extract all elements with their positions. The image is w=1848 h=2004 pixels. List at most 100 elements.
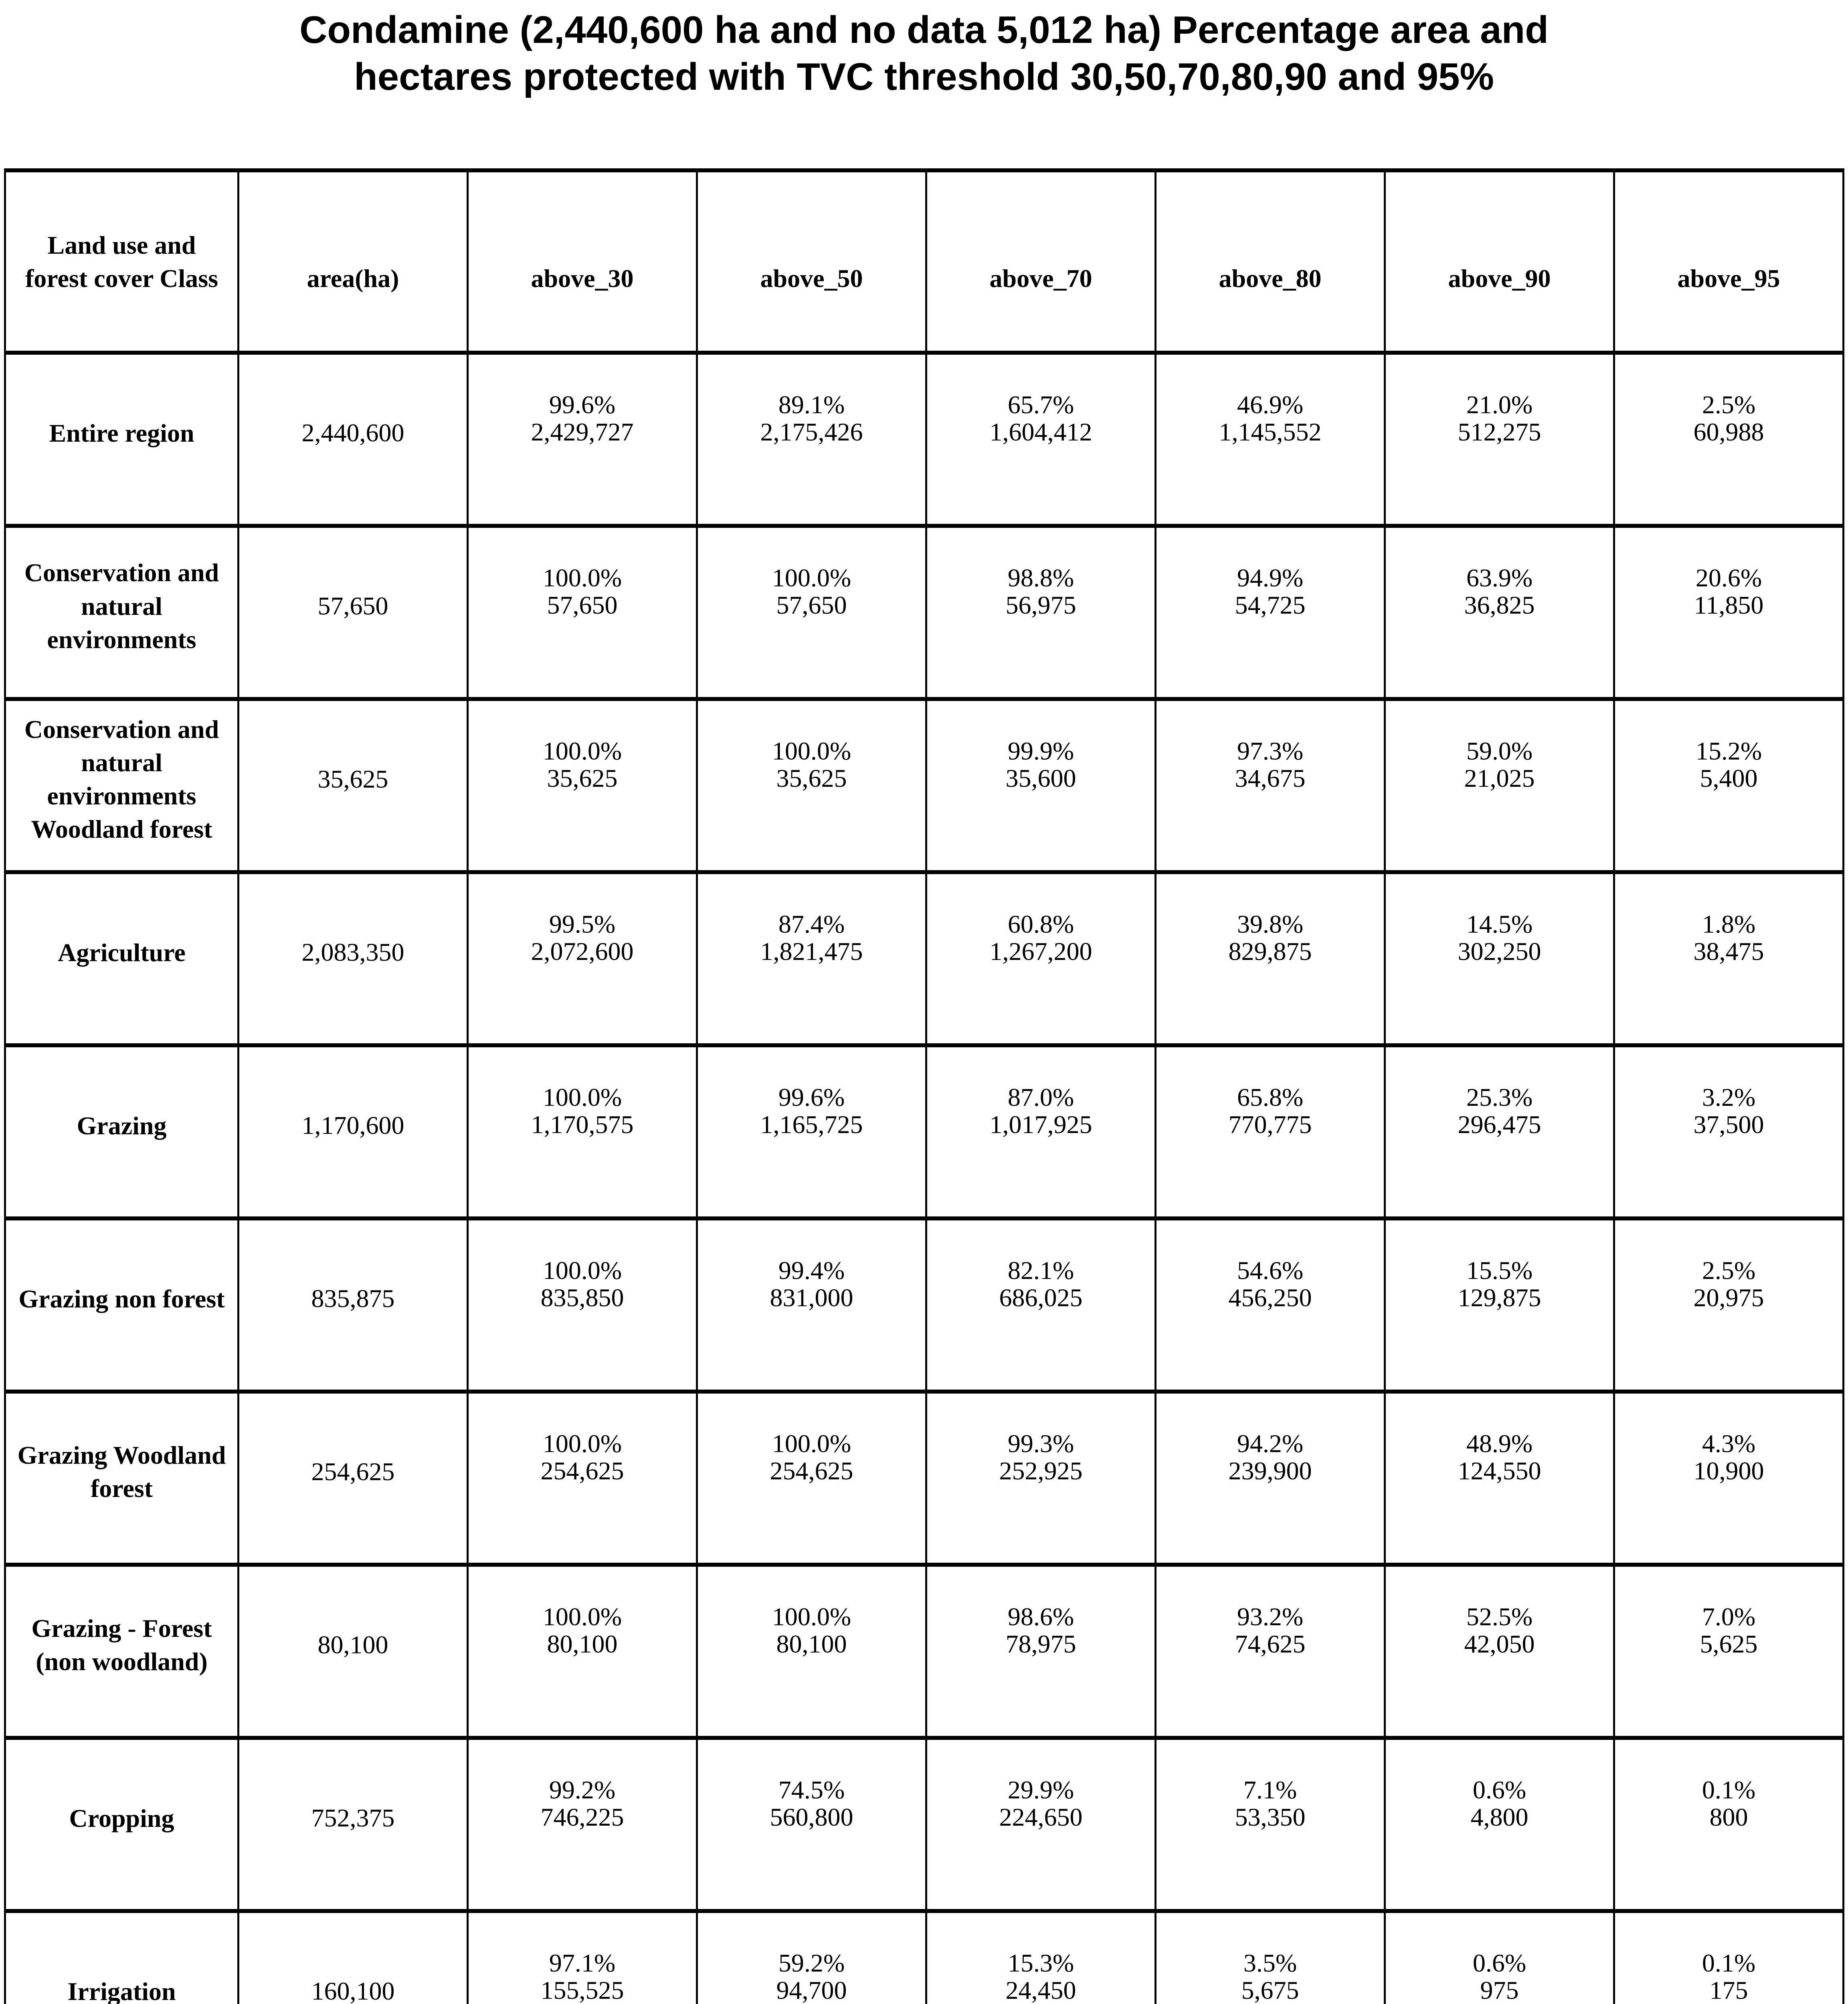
hectares-value: 11,850 xyxy=(1694,591,1764,620)
hectares-value: 831,000 xyxy=(770,1283,853,1312)
hectares-value: 20,975 xyxy=(1693,1283,1764,1312)
hectares-value: 770,775 xyxy=(1228,1110,1312,1139)
percent-value: 3.5% xyxy=(1243,1949,1297,1978)
threshold-cell: 100.0% 254,625 xyxy=(467,1390,698,1567)
percent-value: 98.6% xyxy=(1007,1602,1074,1631)
row-label: Irrigation xyxy=(67,1977,176,2004)
threshold-cell: 93.2% 74,625 xyxy=(1154,1563,1386,1740)
threshold-cell: 98.8% 56,975 xyxy=(925,524,1157,701)
threshold-cell: 100.0% 80,100 xyxy=(467,1563,698,1740)
column-header-above95: above_95 xyxy=(1613,168,1844,355)
page-title-line2: hectares protected with TVC threshold 30… xyxy=(354,55,1494,99)
threshold-cell: 25.3% 296,475 xyxy=(1384,1043,1615,1221)
threshold-cell: 82.1% 686,025 xyxy=(925,1216,1157,1394)
percent-value: 60.8% xyxy=(1007,910,1074,939)
area-cell: 160,100 xyxy=(237,1909,469,2004)
hectares-value: 560,800 xyxy=(770,1803,853,1832)
column-header-above90: above_90 xyxy=(1384,168,1615,355)
threshold-cell: 65.7% 1,604,412 xyxy=(925,351,1157,528)
column-header-label: above_70 xyxy=(989,264,1092,293)
hectares-value: 1,170,575 xyxy=(531,1110,634,1139)
hectares-value: 254,625 xyxy=(540,1457,624,1485)
row-label: Grazing non forest xyxy=(18,1284,225,1313)
hectares-value: 34,675 xyxy=(1235,764,1306,793)
hectares-value: 10,900 xyxy=(1693,1457,1764,1485)
threshold-cell: 65.8% 770,775 xyxy=(1154,1043,1386,1221)
hectares-value: 1,145,552 xyxy=(1219,418,1322,446)
percent-value: 0.1% xyxy=(1702,1949,1756,1978)
hectares-value: 4,800 xyxy=(1470,1803,1529,1832)
threshold-cell: 29.9% 224,650 xyxy=(925,1736,1157,1913)
percent-value: 99.2% xyxy=(549,1776,616,1804)
hectares-value: 254,625 xyxy=(770,1457,853,1485)
threshold-cell: 52.5% 42,050 xyxy=(1384,1563,1615,1740)
hectares-value: 54,725 xyxy=(1235,591,1306,620)
hectares-value: 24,450 xyxy=(1005,1976,1076,2004)
data-table: Land use and forest cover Class area(ha)… xyxy=(4,168,1844,2004)
column-header-label: above_95 xyxy=(1677,264,1780,293)
percent-value: 7.1% xyxy=(1243,1776,1297,1804)
area-value: 57,650 xyxy=(317,592,388,620)
percent-value: 59.0% xyxy=(1466,737,1533,766)
hectares-value: 129,875 xyxy=(1458,1283,1541,1312)
hectares-value: 38,475 xyxy=(1693,937,1764,966)
percent-value: 25.3% xyxy=(1466,1083,1533,1112)
threshold-cell: 94.2% 239,900 xyxy=(1154,1390,1386,1567)
hectares-value: 302,250 xyxy=(1458,937,1541,966)
percent-value: 98.8% xyxy=(1007,564,1074,592)
hectares-value: 239,900 xyxy=(1228,1457,1312,1485)
hectares-value: 36,825 xyxy=(1464,591,1535,620)
percent-value: 46.9% xyxy=(1237,390,1304,419)
threshold-cell: 7.1% 53,350 xyxy=(1154,1736,1386,1913)
threshold-cell: 0.1% 175 xyxy=(1613,1909,1844,2004)
percent-value: 100.0% xyxy=(772,564,851,592)
threshold-cell: 14.5% 302,250 xyxy=(1384,870,1615,1048)
percent-value: 52.5% xyxy=(1466,1602,1533,1631)
area-value: 35,625 xyxy=(317,765,388,794)
percent-value: 93.2% xyxy=(1237,1602,1304,1631)
row-label: Entire region xyxy=(49,418,194,447)
column-header-label: area(ha) xyxy=(307,264,399,293)
percent-value: 99.6% xyxy=(778,1083,845,1112)
threshold-cell: 0.1% 800 xyxy=(1613,1736,1844,1913)
percent-value: 39.8% xyxy=(1237,910,1304,939)
percent-value: 15.2% xyxy=(1695,737,1762,766)
percent-value: 3.2% xyxy=(1702,1083,1756,1112)
column-header-class: Land use and forest cover Class xyxy=(4,168,239,355)
percent-value: 48.9% xyxy=(1466,1429,1533,1458)
hectares-value: 829,875 xyxy=(1228,937,1312,966)
hectares-value: 5,675 xyxy=(1241,1976,1299,2004)
row-label: Grazing - Forest (non woodland) xyxy=(31,1614,212,1676)
percent-value: 99.4% xyxy=(778,1256,845,1285)
threshold-cell: 46.9% 1,145,552 xyxy=(1154,351,1386,528)
row-label-cell: Entire region xyxy=(4,351,239,528)
percent-value: 87.4% xyxy=(778,910,845,939)
percent-value: 97.1% xyxy=(549,1949,616,1978)
threshold-cell: 15.5% 129,875 xyxy=(1384,1216,1615,1394)
percent-value: 65.7% xyxy=(1007,390,1074,419)
table-row: Grazing 1,170,600 100.0% 1,170,575 99.6% 1,16… xyxy=(4,1043,1844,1221)
percent-value: 87.0% xyxy=(1007,1083,1074,1112)
percent-value: 14.5% xyxy=(1466,910,1533,939)
page-title-line1: Condamine (2,440,600 ha and no data 5,01… xyxy=(299,8,1549,51)
hectares-value: 1,604,412 xyxy=(989,418,1092,446)
area-value: 254,625 xyxy=(311,1457,395,1486)
threshold-cell: 100.0% 1,170,575 xyxy=(467,1043,698,1221)
threshold-cell: 74.5% 560,800 xyxy=(696,1736,927,1913)
hectares-value: 1,165,725 xyxy=(760,1110,863,1139)
area-cell: 35,625 xyxy=(237,697,469,875)
threshold-cell: 89.1% 2,175,426 xyxy=(696,351,927,528)
threshold-cell: 60.8% 1,267,200 xyxy=(925,870,1157,1048)
percent-value: 94.2% xyxy=(1237,1429,1304,1458)
row-label-cell: Conservation and natural environments Wo… xyxy=(4,697,239,875)
area-value: 80,100 xyxy=(317,1630,388,1659)
threshold-cell: 99.6% 1,165,725 xyxy=(696,1043,927,1221)
area-value: 1,170,600 xyxy=(301,1111,404,1140)
threshold-cell: 97.3% 34,675 xyxy=(1154,697,1386,875)
hectares-value: 57,650 xyxy=(547,591,618,620)
threshold-cell: 4.3% 10,900 xyxy=(1613,1390,1844,1567)
area-cell: 254,625 xyxy=(237,1390,469,1567)
threshold-cell: 63.9% 36,825 xyxy=(1384,524,1615,701)
threshold-cell: 15.3% 24,450 xyxy=(925,1909,1157,2004)
row-label-cell: Irrigation xyxy=(4,1909,239,2004)
